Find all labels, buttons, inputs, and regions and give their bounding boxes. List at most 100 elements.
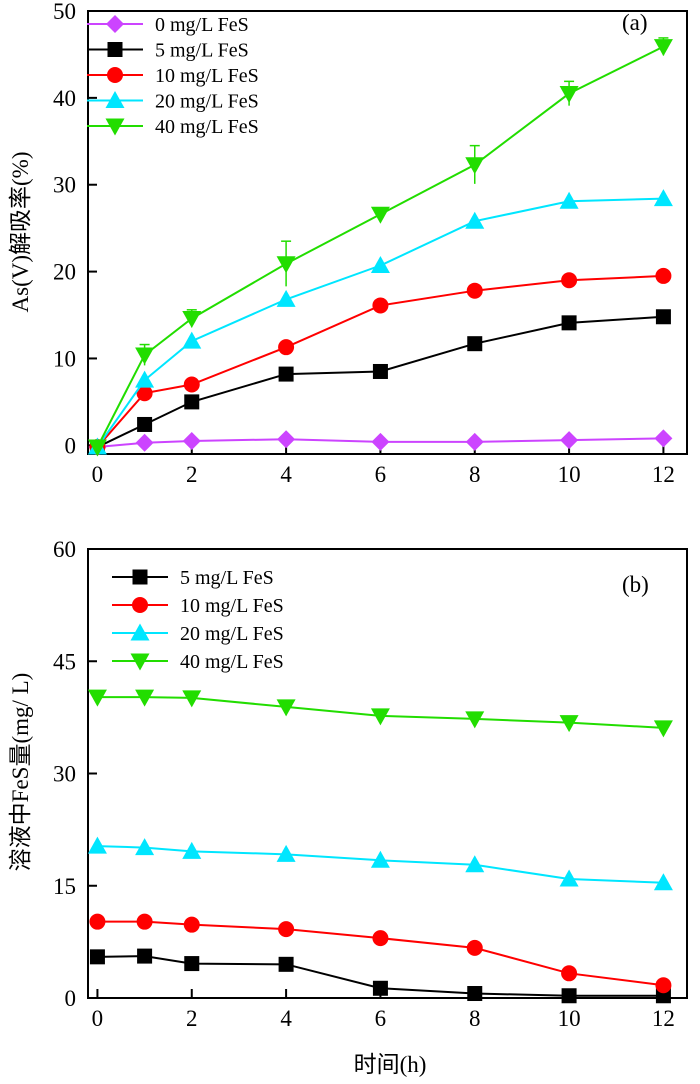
legend-label: 20 mg/L FeS — [155, 91, 259, 113]
data-point — [184, 394, 200, 410]
panel-a-axes: 0 2 4 6 8 10 12 0 10 20 30 40 50 — [53, 0, 675, 487]
data-point — [182, 690, 202, 708]
panel-b-frame — [87, 548, 688, 999]
data-point — [559, 715, 579, 733]
data-point — [653, 39, 673, 57]
x-tick-label: 12 — [652, 462, 675, 487]
data-point — [655, 977, 672, 994]
legend-label: 0 mg/L FeS — [155, 14, 249, 36]
data-point — [87, 439, 107, 457]
data-point — [135, 838, 155, 856]
data-point — [182, 431, 201, 450]
panel-b: 0 2 4 6 8 10 12 0 15 30 45 60 5 mg/L FeS 10 mg/L FeS… — [8, 537, 688, 1077]
y-tick-label: 15 — [53, 874, 76, 899]
data-point — [653, 189, 673, 207]
data-point — [370, 850, 390, 868]
legend-marker — [107, 67, 123, 83]
x-tick-label: 8 — [469, 1006, 481, 1031]
x-tick-label: 0 — [92, 462, 104, 487]
panel-b-axes: 0 2 4 6 8 10 12 0 15 30 45 60 — [53, 537, 675, 1031]
x-tick-label: 6 — [375, 1006, 387, 1031]
data-point — [183, 376, 200, 393]
data-point — [372, 980, 388, 996]
y-tick-label: 10 — [53, 346, 76, 371]
legend-marker — [107, 42, 123, 57]
data-point — [561, 315, 577, 331]
panel-b-plot-area — [87, 689, 673, 1004]
data-point — [559, 191, 579, 209]
data-point — [370, 708, 390, 726]
data-point — [276, 699, 296, 717]
data-point — [655, 309, 671, 325]
legend-marker — [105, 118, 125, 136]
data-point — [465, 432, 484, 451]
y-tick-label: 30 — [53, 173, 76, 198]
panel-b-legend: 5 mg/L FeS 10 mg/L FeS 20 mg/L FeS 40 mg/L … — [112, 567, 284, 673]
data-point — [465, 157, 485, 175]
data-point — [89, 913, 106, 930]
legend-label: 5 mg/L FeS — [180, 567, 274, 589]
data-point — [372, 930, 389, 947]
data-point — [135, 370, 155, 388]
data-point — [278, 339, 295, 356]
data-point — [135, 347, 155, 365]
panel-a-frame — [87, 10, 688, 455]
data-point — [278, 921, 295, 938]
x-tick-label: 10 — [558, 1006, 581, 1031]
data-point — [653, 873, 673, 891]
series-line — [97, 315, 664, 448]
data-point — [467, 986, 483, 1002]
x-tick-label: 2 — [186, 462, 198, 487]
data-point — [465, 211, 485, 229]
data-point — [561, 272, 578, 289]
series-FeS5 — [89, 948, 671, 1004]
legend-marker — [130, 653, 150, 671]
panel-a-legend: 0 mg/L FeS 5 mg/L FeS 10 mg/L FeS 20 mg/L F… — [87, 14, 259, 138]
data-point — [277, 430, 296, 449]
series-line — [97, 845, 664, 884]
data-point — [276, 289, 296, 307]
data-point — [135, 433, 154, 452]
legend-label: 5 mg/L FeS — [155, 40, 249, 62]
data-point — [655, 267, 672, 284]
x-tick-label: 4 — [280, 1006, 292, 1031]
data-point — [135, 689, 155, 707]
data-point — [182, 331, 202, 349]
legend-marker — [106, 15, 124, 33]
legend-label: 40 mg/L FeS — [155, 116, 259, 138]
legend-marker — [132, 597, 148, 613]
y-tick-label: 30 — [53, 762, 76, 787]
legend-label: 40 mg/L FeS — [180, 651, 284, 673]
panel-a-plot-area — [87, 37, 673, 457]
y-tick-label: 45 — [53, 649, 76, 674]
data-point — [137, 948, 153, 964]
data-point — [372, 297, 389, 314]
data-point — [370, 256, 390, 274]
x-tick-label: 6 — [375, 462, 387, 487]
series-line — [97, 696, 664, 729]
y-tick-label: 20 — [53, 260, 76, 285]
legend-marker — [130, 623, 150, 641]
data-point — [465, 711, 485, 729]
panel-a-label: (a) — [622, 10, 648, 35]
x-tick-label: 10 — [558, 462, 581, 487]
data-point — [87, 689, 107, 707]
data-point — [372, 363, 388, 379]
data-point — [560, 431, 579, 450]
data-point — [465, 855, 485, 873]
data-point — [276, 256, 296, 274]
data-point — [653, 720, 673, 738]
y-tick-label: 50 — [53, 0, 76, 24]
series-FeS20 — [87, 836, 673, 891]
data-point — [136, 913, 153, 930]
data-point — [466, 939, 483, 956]
y-tick-label: 0 — [65, 433, 77, 458]
series-line — [97, 955, 664, 997]
legend-label: 10 mg/L FeS — [155, 65, 259, 87]
panel-b-label: (b) — [622, 572, 649, 597]
data-point — [183, 916, 200, 933]
x-tick-label: 2 — [186, 1006, 198, 1031]
data-point — [278, 366, 294, 382]
data-point — [370, 206, 390, 224]
